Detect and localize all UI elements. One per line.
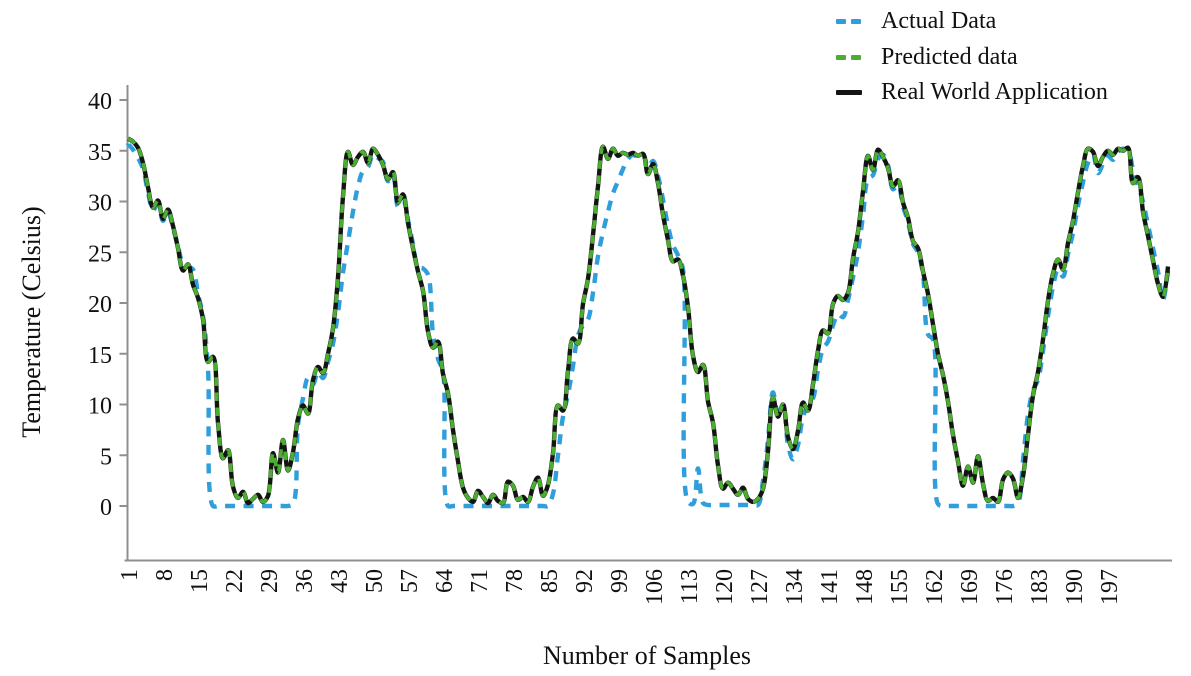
x-tick-label: 64 — [432, 569, 458, 593]
x-tick-label: 8 — [152, 569, 178, 581]
series-line-actual-data — [125, 142, 1171, 509]
series-line-real-world-application — [127, 136, 1171, 506]
x-tick-label: 155 — [887, 569, 913, 605]
y-tick-label: 0 — [100, 495, 112, 521]
predicted-data-dashed-line-swatch — [836, 54, 870, 60]
x-tick-label: 92 — [572, 569, 598, 593]
y-tick-label: 20 — [88, 292, 112, 318]
x-tick-label: 43 — [327, 569, 353, 593]
x-tick-label: 22 — [222, 569, 248, 593]
x-tick-label: 120 — [712, 569, 738, 605]
y-tick-label: 25 — [88, 241, 112, 267]
y-tick-label: 30 — [88, 191, 112, 217]
x-tick-label: 36 — [292, 569, 318, 593]
real-world-application-line-swatch — [836, 90, 870, 96]
x-tick-label: 29 — [257, 569, 283, 593]
y-tick-label: 40 — [88, 89, 112, 115]
x-tick-label: 197 — [1097, 569, 1123, 605]
actual-data-dashed-line-swatch — [836, 19, 870, 25]
x-tick-label: 113 — [677, 569, 703, 604]
x-tick-label: 162 — [922, 569, 948, 605]
x-tick-label: 134 — [782, 569, 808, 605]
x-tick-label: 183 — [1027, 569, 1053, 605]
x-axis-title: Number of Samples — [543, 641, 751, 670]
x-tick-label: 106 — [642, 569, 668, 605]
legend-label-predicted-data: Predicted data — [881, 43, 1018, 70]
legend-label-real-world-application: Real World Application — [881, 79, 1108, 106]
y-tick-label: 35 — [88, 140, 112, 166]
x-tick-label: 99 — [607, 569, 633, 593]
legend-item-actual-data: Actual Data — [836, 4, 1108, 40]
x-tick-label: 190 — [1062, 569, 1088, 605]
y-tick-label: 15 — [88, 343, 112, 369]
legend-label-actual-data: Actual Data — [881, 8, 997, 35]
legend-item-predicted-data: Predicted data — [836, 40, 1108, 76]
x-tick-label: 57 — [397, 569, 423, 593]
x-tick-label: 169 — [957, 569, 983, 605]
x-tick-label: 50 — [362, 569, 388, 593]
y-tick-label: 5 — [100, 444, 112, 470]
legend: Actual Data Predicted data Real World Ap… — [836, 4, 1108, 111]
x-tick-label: 141 — [817, 569, 843, 605]
legend-item-real-world-application: Real World Application — [836, 75, 1108, 111]
x-tick-label: 78 — [502, 569, 528, 593]
x-tick-label: 176 — [992, 569, 1018, 605]
y-tick-label: 10 — [88, 394, 112, 420]
x-tick-label: 148 — [852, 569, 878, 605]
x-tick-label: 85 — [537, 569, 563, 593]
plot-area: 0 5 10 15 20 25 30 35 40 1 8 15 22 29 36 43 50 57 64 71 78 85… — [88, 85, 1172, 605]
x-tick-label: 127 — [747, 569, 773, 605]
x-tick-label: 1 — [117, 569, 143, 581]
y-axis-title: Temperature (Celsius) — [17, 206, 46, 437]
series-line-predicted-data — [127, 136, 1170, 506]
x-tick-label: 15 — [187, 569, 213, 593]
x-tick-label: 71 — [467, 569, 493, 593]
